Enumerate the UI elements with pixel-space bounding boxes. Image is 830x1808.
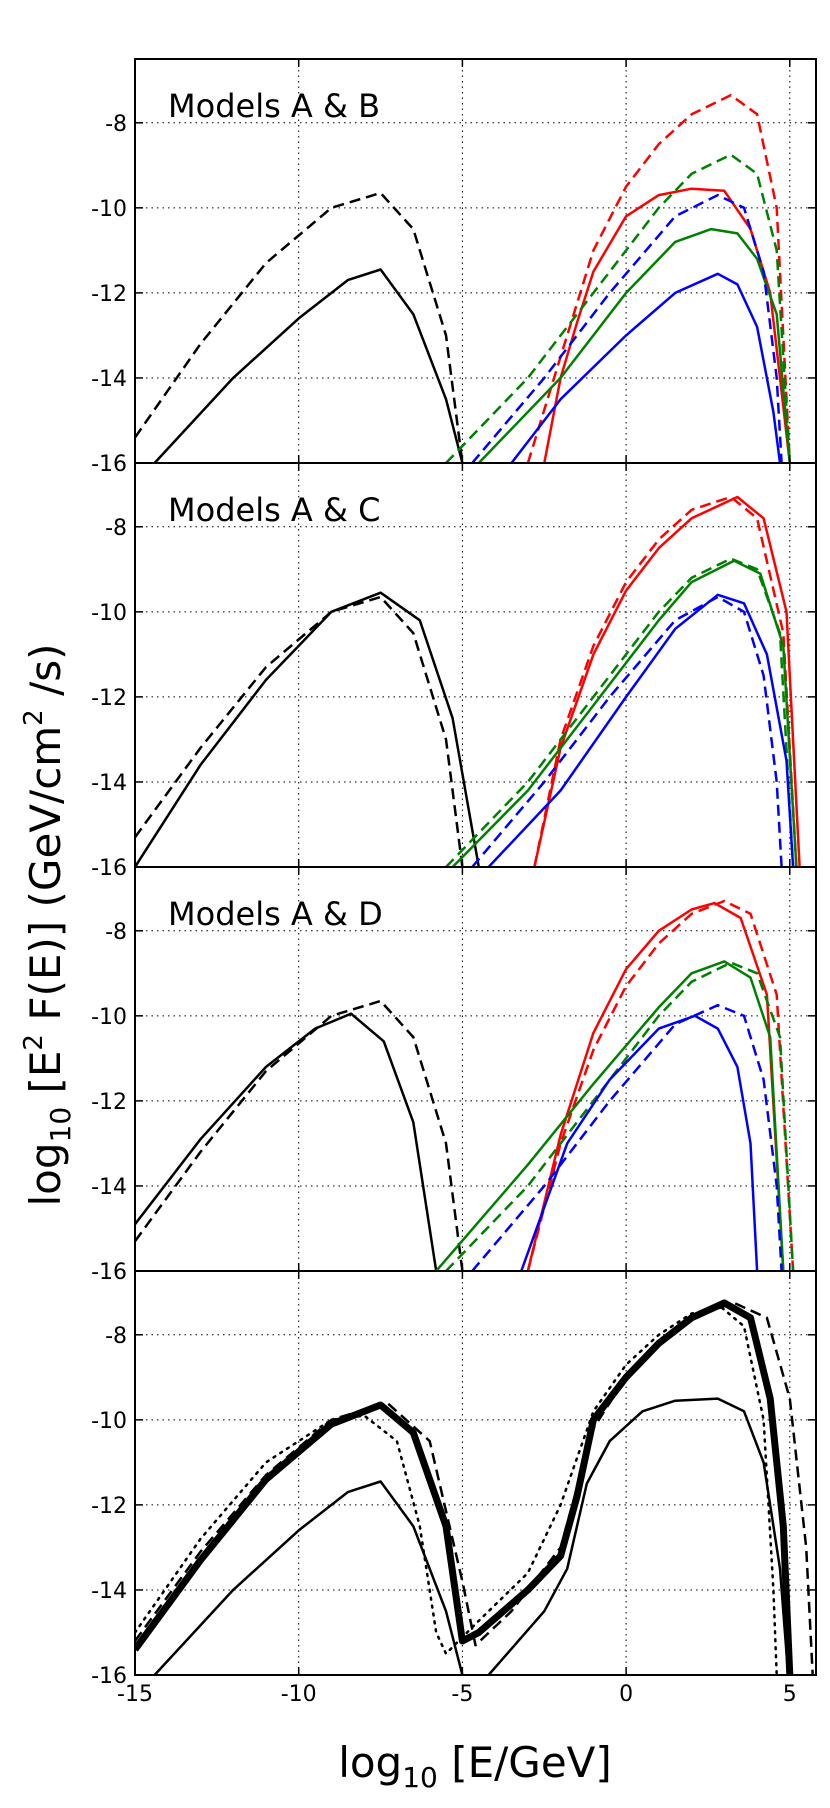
series-group [135,495,801,867]
series-red-dashed [526,899,795,1271]
series-black-dashed [135,595,464,867]
y-tick-label: -8 [105,516,127,541]
y-tick-label: -10 [91,1005,127,1030]
y-tick-label: -8 [105,920,127,945]
series-dashed [135,1301,814,1675]
panel-2: -16 -14 -12 -10 -8 Models A & C [91,462,817,881]
series-thin-solid [153,1480,464,1675]
panels: -16 -14 -12 -10 -8 Models A & B -16 -14 -12 -10 -8… [91,58,817,1707]
series-green-dashed [445,961,795,1271]
series-blue-solid [510,272,782,463]
panel-title: Models A & D [168,895,383,933]
series-black-dashed [135,999,464,1271]
y-tick-label: -12 [91,686,127,711]
series-blue-dashed [471,595,783,867]
y-tick-label: -12 [91,1494,127,1519]
y-tick-label: -14 [91,1175,127,1200]
x-tick-label: 5 [783,1682,797,1707]
x-tick-label: -15 [117,1682,153,1707]
y-tick-label: -14 [91,367,127,392]
y-tick-label: -10 [91,197,127,222]
series-blue-solid [520,1014,759,1271]
y-tick-label: -8 [105,1324,127,1349]
series-red-dashed [533,495,798,867]
y-tick-label: -16 [91,452,127,477]
panel-title: Models A & B [168,87,380,125]
panel-1: -16 -14 -12 -10 -8 Models A & B [91,58,817,477]
series-black-solid [153,268,464,463]
y-tick-label: -12 [91,1090,127,1115]
y-axis-label: log10 [E2 F(E)] (GeV/cm2 /s) [19,643,77,1206]
series-thick-solid [135,1299,794,1675]
y-tick-label: -16 [91,1260,127,1285]
series-group [135,93,792,463]
series-black-dashed [135,191,464,463]
x-tick-label: -5 [451,1682,473,1707]
series-red-solid [533,495,801,867]
x-axis-label: log10 [E/GeV] [338,1738,612,1794]
series-blue-dashed [471,193,783,463]
y-tick-label: -14 [91,1579,127,1604]
series-blue-solid [487,593,795,867]
series-dotted [135,1305,778,1675]
x-tick-label: -10 [281,1682,317,1707]
y-tick-label: -14 [91,771,127,796]
series-red-solid [543,187,792,463]
y-tick-label: -10 [91,601,127,626]
series-green-solid [451,559,798,867]
series-black-solid [135,1012,438,1271]
series-red-solid [526,901,785,1271]
series-red-dashed [526,93,792,463]
panel-4: -16 -14 -12 -10 -8 -15 -10 -5 0 5 [91,1270,817,1707]
series-black-solid [135,591,481,867]
axes-frame [134,1270,817,1676]
y-tick-label: -16 [91,856,127,881]
x-tick-label: 0 [619,1682,633,1707]
y-tick-label: -16 [91,1664,127,1689]
y-tick-label: -12 [91,282,127,307]
series-thin-solid-2 [487,1397,790,1675]
series-group [135,899,795,1271]
series-green-dashed [445,153,792,463]
series-green-solid [435,960,785,1271]
panel-title: Models A & C [168,491,380,529]
series-blue-dashed [471,1003,783,1271]
series-group [135,1299,814,1675]
panel-3: -16 -14 -12 -10 -8 Models A & D [91,866,817,1285]
y-tick-label: -8 [105,112,127,137]
y-tick-label: -10 [91,1409,127,1434]
series-green-solid [477,227,792,463]
